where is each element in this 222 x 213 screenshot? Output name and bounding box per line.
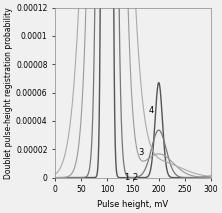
Y-axis label: Doublet pulse-height registration probability: Doublet pulse-height registration probab…	[4, 7, 13, 178]
Text: 4: 4	[148, 105, 154, 115]
Text: 2: 2	[133, 173, 138, 182]
Text: 1: 1	[124, 173, 129, 182]
Text: 3: 3	[138, 148, 143, 157]
X-axis label: Pulse height, mV: Pulse height, mV	[97, 200, 168, 209]
